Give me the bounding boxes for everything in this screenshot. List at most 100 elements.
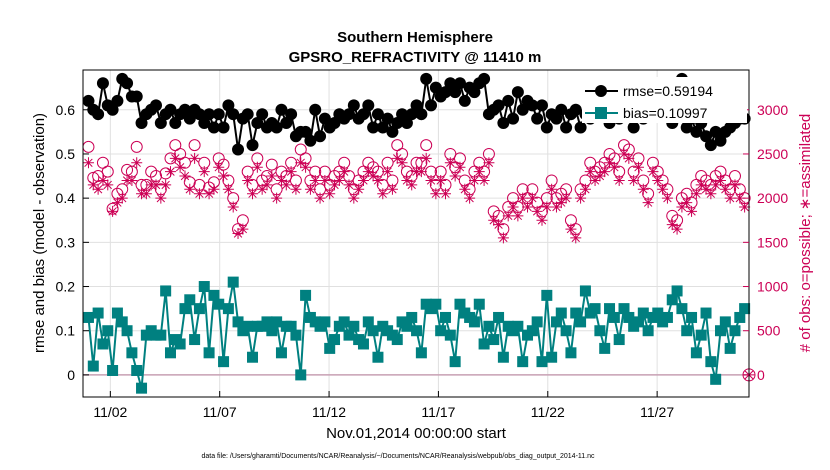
x-tick-label: 11/12: [312, 404, 346, 420]
obs-assimilated-point: [584, 166, 596, 178]
bias-point: [415, 347, 427, 359]
obs-assimilated-point: [247, 188, 259, 200]
obs-possible-point: [101, 165, 114, 178]
obs-assimilated-point: [729, 179, 741, 191]
rmse-point: [314, 130, 327, 143]
x-axis-ticks: 11/02 11/07 11/12 11/17 11/22 11/27: [93, 391, 674, 420]
bias-point: [357, 338, 369, 350]
obs-assimilated-point: [686, 205, 698, 217]
bias-point: [242, 320, 254, 332]
rmse-point: [550, 112, 563, 125]
bias-point: [666, 294, 678, 306]
bias-point: [512, 320, 524, 332]
obs-assimilated-point: [613, 174, 625, 186]
rmse-point: [207, 121, 220, 134]
bias-point: [570, 307, 582, 319]
rmse-point: [130, 90, 143, 103]
rmse-point: [246, 139, 259, 152]
y-axis-label: rmse and bias (model - observation): [31, 113, 48, 353]
bias-point: [517, 356, 529, 368]
obs-assimilated-point: [314, 192, 326, 204]
obs-assimilated-point: [155, 192, 167, 204]
rmse-point: [449, 86, 462, 99]
obs-assimilated-point: [618, 148, 630, 160]
rmse-point: [150, 99, 163, 112]
bias-point: [92, 307, 104, 319]
bias-point: [478, 338, 490, 350]
obs-assimilated-point: [623, 152, 635, 164]
obs-assimilated-point: [82, 157, 94, 169]
y-tick-label: 0.4: [56, 190, 76, 206]
obs-assimilated-point: [444, 157, 456, 169]
rmse-point: [304, 134, 317, 147]
rmse-point: [285, 108, 298, 121]
rmse-point: [251, 117, 264, 130]
rmse-point: [106, 103, 119, 116]
rmse-point: [540, 121, 553, 134]
bias-point: [155, 329, 167, 341]
rmse-point: [453, 77, 466, 90]
bias-point: [362, 316, 374, 328]
obs-assimilated-point: [87, 179, 99, 191]
bias-point: [734, 311, 746, 323]
bias-point: [454, 298, 466, 310]
obs-assimilated-point: [140, 188, 152, 200]
obs-assimilated-point: [420, 152, 432, 164]
obs-assimilated-point: [353, 183, 365, 195]
data-marks: [82, 72, 756, 394]
right-tick-label: 3000: [757, 102, 788, 118]
bias-point: [637, 307, 649, 319]
bias-point: [661, 311, 673, 323]
x-tick-label: 11/17: [421, 404, 455, 420]
obs-assimilated-point: [208, 183, 220, 195]
bias-point: [300, 289, 312, 301]
bias-point: [87, 360, 99, 372]
obs-assimilated-point: [502, 210, 514, 222]
bias-point: [618, 303, 630, 315]
right-tick-label: 2500: [757, 146, 788, 162]
obs-assimilated-point: [271, 192, 283, 204]
rmse-point: [232, 143, 245, 156]
rmse-point: [198, 117, 211, 130]
obs-assimilated-point: [493, 219, 505, 231]
right-tick-label: 1500: [757, 234, 788, 250]
rmse-point: [531, 112, 544, 125]
rmse-point: [425, 99, 438, 112]
rmse-point: [405, 108, 418, 121]
obs-assimilated-point: [536, 214, 548, 226]
bias-point: [222, 303, 234, 315]
rmse-point: [357, 108, 370, 121]
obs-assimilated-point: [319, 174, 331, 186]
bias-point: [174, 338, 186, 350]
rmse-point: [275, 103, 288, 116]
bias-point: [406, 311, 418, 323]
rmse-point: [400, 117, 413, 130]
rmse-point: [386, 125, 399, 138]
obs-assimilated-point: [227, 201, 239, 213]
rmse-point: [367, 121, 380, 134]
obs-assimilated-point: [430, 188, 442, 200]
obs-assimilated-point: [304, 183, 316, 195]
bias-point: [623, 311, 635, 323]
rmse-point: [410, 99, 423, 112]
y-tick-label: 0.2: [56, 279, 76, 295]
bias-point: [285, 320, 297, 332]
obs-assimilated-point: [261, 179, 273, 191]
obs-assimilated-point: [550, 201, 562, 213]
y-tick-label: 0.3: [56, 234, 76, 250]
rmse-point: [82, 94, 95, 107]
bias-point: [295, 369, 307, 381]
rmse-point: [376, 121, 389, 134]
obs-assimilated-point: [367, 170, 379, 182]
bias-point: [729, 325, 741, 337]
rmse-point: [439, 86, 452, 99]
rmse-point: [391, 117, 404, 130]
obs-assimilated-point: [604, 157, 616, 169]
bias-point: [690, 347, 702, 359]
rmse-point: [92, 108, 105, 121]
bias-point: [632, 316, 644, 328]
bias-point: [473, 298, 485, 310]
data-file-footnote: data file: /Users/gharamti/Documents/NCA…: [201, 453, 595, 460]
obs-assimilated-point: [357, 174, 369, 186]
